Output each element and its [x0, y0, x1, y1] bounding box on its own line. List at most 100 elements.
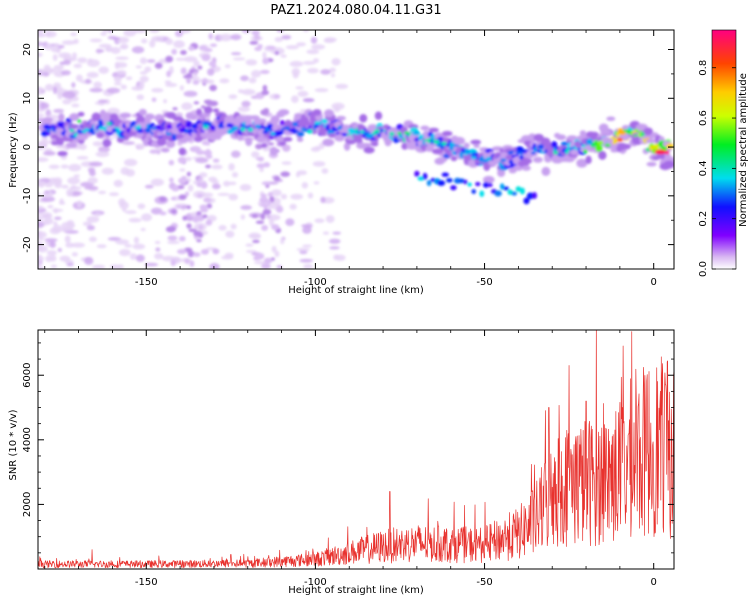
spectrogram-speckle — [249, 40, 259, 45]
spectrogram-cell — [224, 118, 232, 124]
spectrogram-speckle — [101, 167, 114, 175]
spectrogram-cell — [453, 136, 466, 145]
spectrogram-cell — [600, 129, 613, 135]
spectrogram-speckle — [198, 225, 204, 230]
spectrogram-core — [374, 129, 380, 134]
spectrogram-cell — [431, 148, 444, 155]
spectrogram-speckle — [239, 183, 252, 192]
spectrogram-speckle — [172, 187, 179, 192]
spectrogram-speckle — [86, 71, 99, 79]
spectrogram-core — [515, 150, 522, 155]
spectrogram-cell — [178, 147, 187, 156]
spectrogram-speckle — [290, 95, 299, 103]
spectrogram-speckle — [253, 35, 261, 40]
spectrogram-cell — [579, 130, 587, 137]
spectrogram-speckle — [69, 186, 82, 191]
spectrogram-speckle — [310, 36, 318, 44]
spectrogram-speckle — [263, 162, 271, 168]
spectrogram-speckle — [218, 225, 227, 231]
spectrogram-speckle — [259, 69, 270, 74]
spectrogram-speckle — [325, 215, 335, 223]
spectrogram-speckle — [240, 214, 246, 220]
spectrogram-cell — [200, 112, 211, 117]
spectrogram-speckle — [224, 252, 234, 259]
spectrogram-speckle — [195, 157, 209, 164]
colorbar-label: Normalized spectral amplitude — [738, 73, 749, 227]
spectrogram-cell — [436, 157, 448, 163]
spectrogram-speckle — [42, 72, 50, 77]
spectrogram-speckle — [71, 242, 86, 248]
spectrogram-speckle — [150, 207, 163, 215]
spectrogram-speckle — [183, 90, 198, 97]
spectrogram-cell — [165, 139, 176, 148]
spectrogram-speckle — [122, 141, 135, 145]
spectrogram-speckle — [97, 190, 107, 195]
spectrogram-speckle — [54, 216, 62, 220]
spectrogram-cell — [525, 158, 533, 164]
spectrogram-speckle — [274, 36, 283, 43]
spectrogram-speckle — [225, 230, 235, 238]
spectrogram-speckle — [59, 61, 66, 66]
spectrogram-speckle — [45, 31, 57, 38]
spectrogram-speckle — [98, 43, 112, 49]
spectrogram-speckle — [285, 218, 295, 227]
spectrogram-cell — [420, 125, 430, 131]
spectrogram-cell — [450, 155, 458, 162]
spectrogram-speckle — [201, 54, 211, 62]
spectrogram-core — [590, 143, 595, 148]
spectrogram-speckle — [44, 238, 58, 243]
spectrogram-speckle — [262, 84, 268, 92]
spectrogram-speckle — [82, 221, 92, 227]
spectrogram-speckle — [209, 43, 218, 48]
spectrogram-core — [285, 126, 290, 131]
spectrogram-cell — [256, 136, 266, 143]
spectrogram-speckle — [253, 256, 261, 261]
spectrogram-cell — [86, 123, 94, 129]
spectrogram-speckle — [313, 181, 320, 185]
x-tick-label: -150 — [135, 577, 158, 588]
spectrogram-speckle — [113, 76, 122, 83]
spectrogram-speckle — [211, 164, 223, 170]
spectrogram-speckle — [98, 66, 109, 74]
spectrogram-speckle — [49, 227, 61, 235]
spectrogram-speckle — [124, 210, 137, 215]
spectrogram-core — [553, 150, 559, 155]
spectrogram-speckle — [59, 255, 71, 262]
spectrogram-cell — [417, 176, 425, 181]
colorbar-ticks: 0.0 0.2 0.4 0.6 0.8 — [698, 60, 736, 277]
spectrogram-speckle — [266, 214, 271, 219]
spectrogram-speckle — [306, 49, 320, 55]
spectrogram-speckle — [228, 193, 239, 201]
spectrogram-cell — [523, 197, 530, 205]
spectrogram-speckle — [115, 56, 129, 61]
spectrogram-cell — [260, 143, 268, 148]
spectrogram-core — [530, 151, 536, 155]
spectrogram-speckle — [329, 67, 337, 73]
spectrogram-cell — [446, 177, 453, 183]
spectrogram-speckle — [109, 192, 120, 197]
spectrogram-speckle — [280, 193, 288, 200]
spectrogram-speckle — [159, 196, 167, 202]
spectrogram-speckle — [38, 113, 45, 118]
spectrogram-cell — [156, 137, 167, 147]
spectrogram-cell — [532, 192, 537, 199]
spectrogram-speckle — [61, 184, 69, 189]
spectrogram-cell — [645, 138, 657, 144]
spectrogram-cell — [57, 120, 65, 128]
spectrogram-speckle — [299, 258, 314, 263]
spectrogram-speckle — [110, 264, 120, 269]
x-tick-label: -100 — [304, 577, 327, 588]
spectrogram-speckle — [184, 191, 190, 197]
spectrogram-speckle — [219, 33, 233, 42]
spectrogram-speckle — [208, 61, 215, 67]
spectrogram-cell — [212, 108, 220, 113]
spectrogram-speckle — [141, 213, 153, 222]
x-tick-label: -50 — [476, 277, 492, 288]
spectrogram-speckle — [38, 237, 44, 241]
spectrogram-cell — [160, 148, 170, 153]
spectrogram-speckle — [66, 220, 75, 227]
spectrogram-speckle — [178, 236, 186, 242]
spectrogram-speckle — [125, 168, 135, 177]
spectrogram-cell — [135, 115, 146, 124]
spectrogram-cell — [77, 111, 85, 117]
